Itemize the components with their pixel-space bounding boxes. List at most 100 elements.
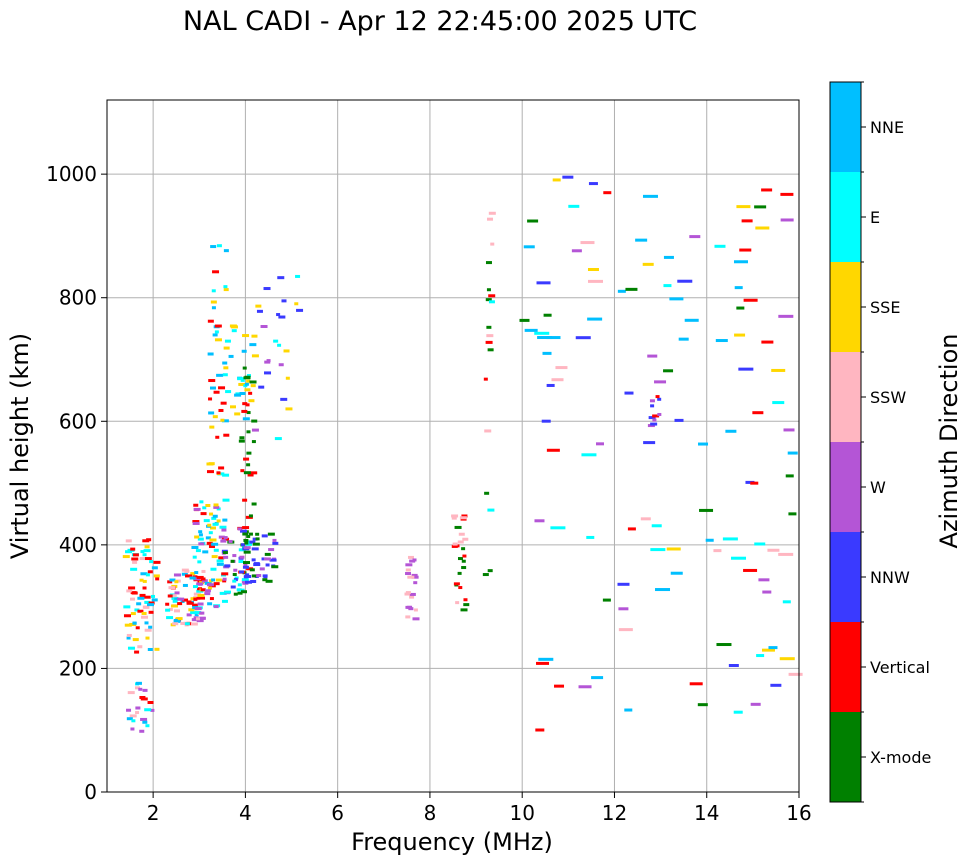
echo-point bbox=[455, 601, 460, 605]
echo-point bbox=[546, 448, 560, 452]
echo-point bbox=[555, 366, 568, 370]
echo-point bbox=[169, 578, 176, 582]
colorbar-tick-label: E bbox=[870, 208, 880, 227]
echo-point bbox=[147, 603, 155, 607]
echo-point bbox=[635, 238, 648, 242]
echo-point bbox=[208, 379, 216, 383]
echo-point bbox=[139, 696, 146, 700]
echo-point bbox=[780, 192, 794, 196]
echo-point bbox=[173, 609, 180, 613]
echo-point bbox=[734, 333, 746, 337]
echo-point bbox=[223, 536, 228, 540]
echo-point bbox=[603, 191, 612, 195]
echo-point bbox=[461, 514, 468, 518]
echo-point bbox=[130, 612, 136, 616]
echo-point bbox=[754, 205, 767, 209]
echo-point bbox=[246, 567, 254, 571]
x-tick-label: 16 bbox=[786, 801, 811, 825]
echo-point bbox=[184, 622, 190, 626]
echo-point bbox=[194, 535, 200, 539]
echo-point bbox=[220, 401, 227, 405]
echo-point bbox=[216, 507, 221, 511]
echo-point bbox=[240, 588, 245, 592]
echo-point bbox=[222, 498, 230, 502]
echo-point bbox=[666, 547, 681, 551]
echo-point bbox=[486, 325, 492, 329]
echo-point bbox=[241, 578, 249, 582]
echo-point bbox=[145, 724, 150, 728]
echo-point bbox=[223, 366, 229, 370]
echo-point bbox=[285, 407, 293, 411]
echo-point bbox=[678, 337, 689, 341]
echo-point bbox=[212, 333, 218, 337]
echo-point bbox=[208, 531, 213, 535]
echo-point bbox=[413, 608, 418, 612]
echo-point bbox=[251, 440, 256, 444]
echo-point bbox=[251, 428, 259, 432]
echo-point bbox=[149, 560, 154, 564]
echo-point bbox=[249, 540, 256, 544]
echo-point bbox=[151, 598, 158, 602]
echo-point bbox=[202, 550, 209, 554]
echo-point bbox=[190, 622, 198, 626]
echo-point bbox=[527, 219, 539, 223]
echo-point bbox=[238, 559, 244, 563]
echo-point bbox=[586, 535, 595, 539]
echo-point bbox=[242, 498, 248, 502]
echo-point bbox=[245, 573, 250, 577]
echo-point bbox=[670, 571, 683, 575]
echo-point bbox=[253, 563, 261, 567]
echo-point bbox=[647, 354, 658, 358]
echo-point bbox=[128, 586, 136, 590]
echo-point bbox=[186, 613, 192, 617]
echo-point bbox=[242, 334, 250, 338]
echo-point bbox=[294, 302, 299, 306]
echo-point bbox=[272, 541, 279, 545]
echo-point bbox=[461, 547, 466, 551]
echo-point bbox=[249, 343, 257, 347]
echo-point bbox=[771, 368, 786, 372]
echo-point bbox=[252, 542, 260, 546]
echo-point bbox=[204, 589, 211, 593]
echo-point bbox=[242, 561, 250, 565]
echo-point bbox=[197, 587, 203, 591]
echo-point bbox=[148, 601, 155, 605]
echo-point bbox=[461, 559, 466, 563]
grid bbox=[107, 100, 800, 793]
echo-point bbox=[197, 537, 204, 541]
echo-point bbox=[210, 567, 217, 571]
echo-point bbox=[488, 300, 495, 304]
echo-point bbox=[581, 453, 597, 457]
echo-point bbox=[755, 226, 770, 230]
echo-point bbox=[736, 306, 745, 310]
echo-point bbox=[139, 578, 144, 582]
echo-point bbox=[490, 242, 495, 246]
echo-point bbox=[248, 514, 253, 518]
echo-point bbox=[652, 418, 657, 422]
x-tick-label: 4 bbox=[239, 801, 252, 825]
echo-point bbox=[130, 567, 138, 571]
echo-point bbox=[233, 592, 238, 596]
echo-point bbox=[251, 574, 257, 578]
echo-point bbox=[451, 514, 459, 518]
colorbar-segment bbox=[830, 622, 861, 712]
echo-point bbox=[186, 601, 194, 605]
echo-point bbox=[214, 330, 219, 334]
colorbar-tick-label: X-mode bbox=[870, 748, 931, 767]
echo-point bbox=[280, 397, 288, 401]
echo-point bbox=[587, 317, 603, 321]
echo-point bbox=[761, 648, 775, 652]
echo-point bbox=[743, 298, 758, 302]
echo-point bbox=[263, 287, 271, 291]
echo-point bbox=[250, 384, 256, 388]
echo-point bbox=[251, 502, 257, 506]
echo-point bbox=[256, 309, 263, 313]
x-axis-label: Frequency (MHz) bbox=[351, 828, 553, 856]
echo-point bbox=[206, 583, 214, 587]
echo-point bbox=[145, 636, 150, 640]
echo-point bbox=[714, 244, 726, 248]
echo-point bbox=[130, 727, 135, 731]
x-tick-label: 8 bbox=[424, 801, 437, 825]
echo-point bbox=[255, 532, 260, 536]
echo-point bbox=[217, 472, 225, 476]
